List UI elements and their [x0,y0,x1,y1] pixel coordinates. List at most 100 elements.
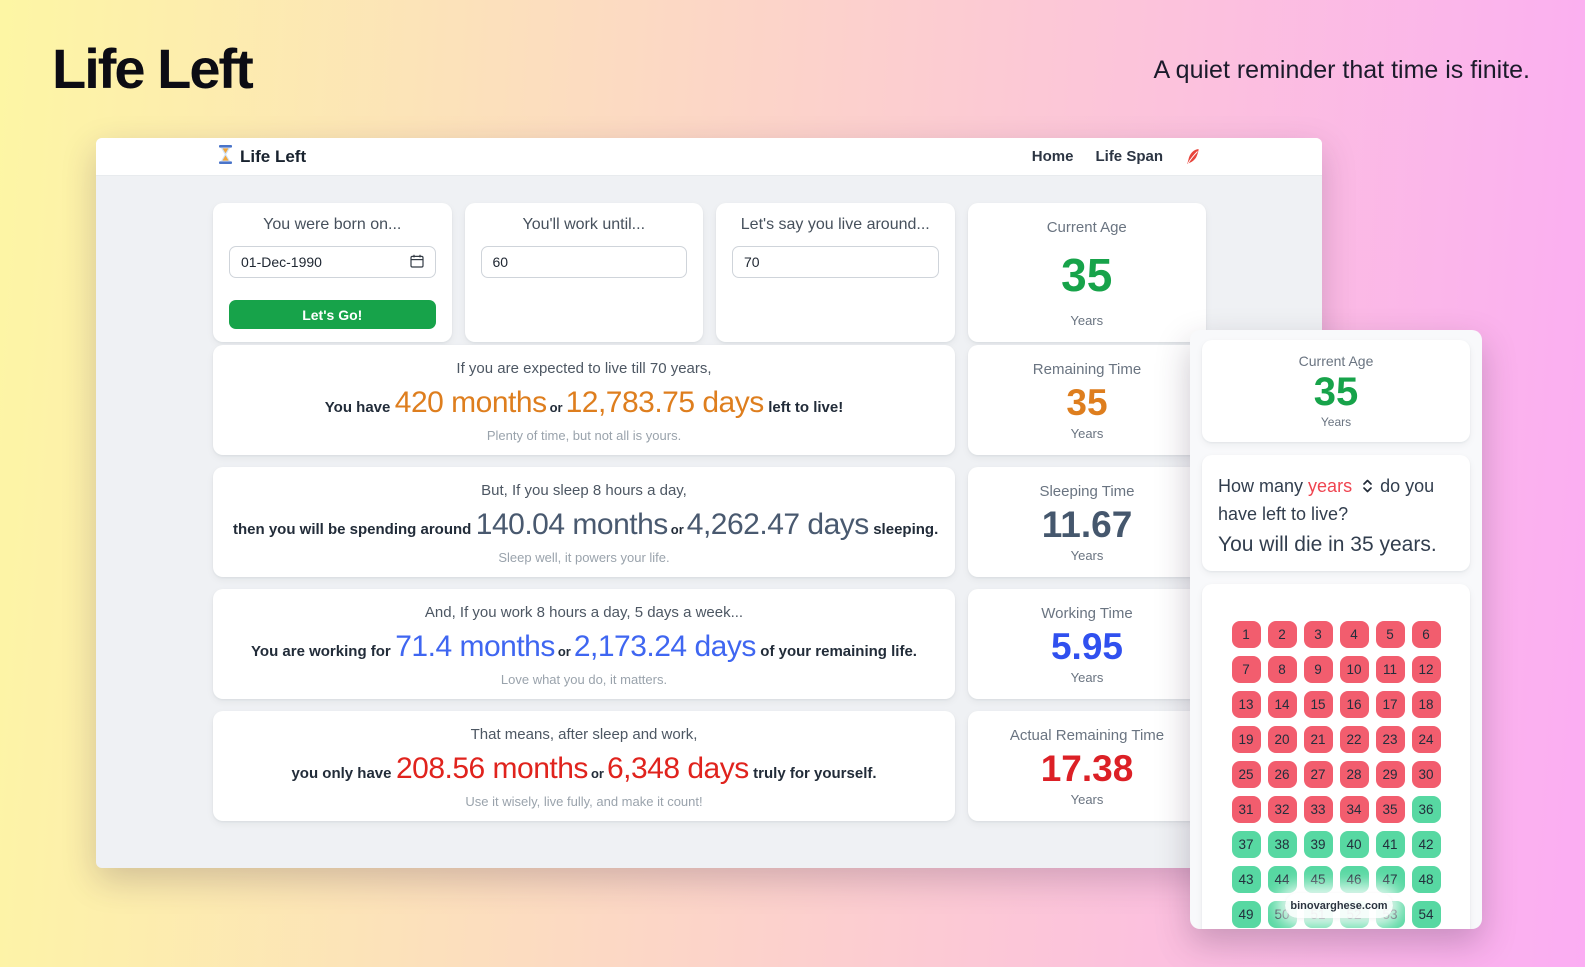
overlay-current-age-value: 35 [1313,370,1359,414]
birthdate-input[interactable]: 01-Dec-1990 [229,246,436,278]
life-year-cell: 35 [1375,796,1405,823]
current-age-value: 35 [1061,248,1113,301]
life-year-cell: 19 [1231,726,1261,753]
death-answer: You will die in 35 years. [1218,533,1437,556]
updown-icon[interactable] [1362,474,1373,501]
life-year-cell: 46 [1339,866,1369,893]
stat-card-working-time: Working Time 5.95 Years [968,589,1206,699]
life-year-cell: 24 [1411,726,1441,753]
life-year-cell: 11 [1375,656,1405,683]
lets-go-button[interactable]: Let's Go! [229,300,436,329]
window-content: You were born on... 01-Dec-1990 [96,176,1322,821]
life-year-cell: 18 [1411,691,1441,718]
life-year-cell: 10 [1339,656,1369,683]
app-window: Life Left Home Life Span You were born o… [96,138,1322,868]
stat-title: Remaining Time [1032,361,1142,378]
feather-icon[interactable] [1185,148,1200,165]
life-year-cell: 45 [1303,866,1333,893]
life-year-cell: 48 [1411,866,1441,893]
life-year-cell: 37 [1231,831,1261,858]
overlay-panel: Current Age 35 Years How many years do yo… [1190,330,1482,929]
life-year-cell: 22 [1339,726,1369,753]
life-year-cell: 14 [1267,691,1297,718]
result-main: You have 420 months or 12,783.75 days left… [324,385,844,419]
work-until-card: You'll work until... [464,203,703,342]
life-year-cell: 26 [1267,761,1297,788]
question-prefix: How many [1218,476,1304,496]
life-year-cell: 2 [1267,621,1297,648]
life-year-cell: 32 [1267,796,1297,823]
birthdate-title: You were born on... [263,216,402,233]
app-brand: Life Left [218,144,307,169]
main-nav: Home Life Span [1032,148,1200,165]
result-intro: That means, after sleep and work, [470,726,698,743]
result-row-3: And, If you work 8 hours a day, 5 days a… [213,589,955,699]
life-year-cell: 17 [1375,691,1405,718]
question-card: How many years do you have left to live? … [1202,455,1470,571]
page-title: Life Left [52,37,254,100]
live-around-card: Let's say you live around... [716,203,955,342]
life-year-cell: 39 [1303,831,1333,858]
life-year-cell: 4 [1339,621,1369,648]
life-year-cell: 33 [1303,796,1333,823]
stat-unit: Years [1070,792,1104,807]
calendar-icon[interactable] [409,254,424,271]
stat-card-sleeping-time: Sleeping Time 11.67 Years [968,467,1206,577]
life-year-cell: 1 [1231,621,1261,648]
life-year-cell: 44 [1267,866,1297,893]
hourglass-icon [218,144,233,169]
life-year-cell: 30 [1411,761,1441,788]
life-year-cell: 42 [1411,831,1441,858]
result-footer: Love what you do, it matters. [500,672,668,687]
life-year-cell: 13 [1231,691,1261,718]
stat-card-remaining-time: Remaining Time 35 Years [968,345,1206,455]
life-year-cell: 49 [1231,901,1261,928]
result-intro: If you are expected to live till 70 year… [456,360,712,377]
life-year-cell: 12 [1411,656,1441,683]
birthdate-card: You were born on... 01-Dec-1990 [213,203,452,342]
life-year-cell: 40 [1339,831,1369,858]
result-main: you only have 208.56 months or 6,348 days … [291,751,877,785]
stat-title: Sleeping Time [1039,483,1135,500]
stat-card-actual-remaining-time: Actual Remaining Time 17.38 Years [968,711,1206,821]
stat-unit: Years [1070,548,1104,563]
life-year-cell: 34 [1339,796,1369,823]
result-main: You are working for 71.4 months or 2,173.2… [251,629,917,663]
live-around-input[interactable] [732,246,939,278]
stat-title: Working Time [1041,605,1133,622]
overlay-current-age-card: Current Age 35 Years [1202,340,1470,442]
result-row-1: If you are expected to live till 70 year… [213,345,955,455]
unit-select[interactable]: years [1308,476,1353,496]
life-year-cell: 8 [1267,656,1297,683]
life-year-cell: 31 [1231,796,1261,823]
result-footer: Sleep well, it powers your life. [498,550,670,565]
results-grid: If you are expected to live till 70 year… [213,345,1206,821]
nav-home[interactable]: Home [1031,148,1074,165]
stat-value: 17.38 [1040,747,1134,789]
life-year-cell: 43 [1231,866,1261,893]
life-year-cell: 5 [1375,621,1405,648]
life-year-cell: 3 [1303,621,1333,648]
life-year-cell: 28 [1339,761,1369,788]
question-suffix: do you have left to live? [1218,476,1435,524]
life-year-cell: 47 [1375,866,1405,893]
life-year-cell: 41 [1375,831,1405,858]
live-around-title: Let's say you live around... [740,216,930,233]
life-year-cell: 9 [1303,656,1333,683]
stat-value: 5.95 [1050,625,1123,667]
life-grid-card: 1 2 3 4 5 6 7 8 9 10 11 12 13 14 15 16 17 18 19 20 21 22 23 24 2… [1202,584,1470,929]
current-age-unit: Years [1070,313,1104,328]
current-age-title: Current Age [1046,219,1127,236]
question-line: How many years do you have left to live? [1218,473,1454,528]
app-brand-label: Life Left [240,146,307,166]
life-year-cell: 15 [1303,691,1333,718]
life-year-cell: 16 [1339,691,1369,718]
life-year-cell: 27 [1303,761,1333,788]
work-until-input[interactable] [480,246,687,278]
life-year-cell: 38 [1267,831,1297,858]
window-header: Life Left Home Life Span [96,138,1322,176]
stat-title: Actual Remaining Time [1009,727,1165,744]
nav-life-span[interactable]: Life Span [1095,148,1163,165]
stat-value: 11.67 [1041,503,1133,545]
